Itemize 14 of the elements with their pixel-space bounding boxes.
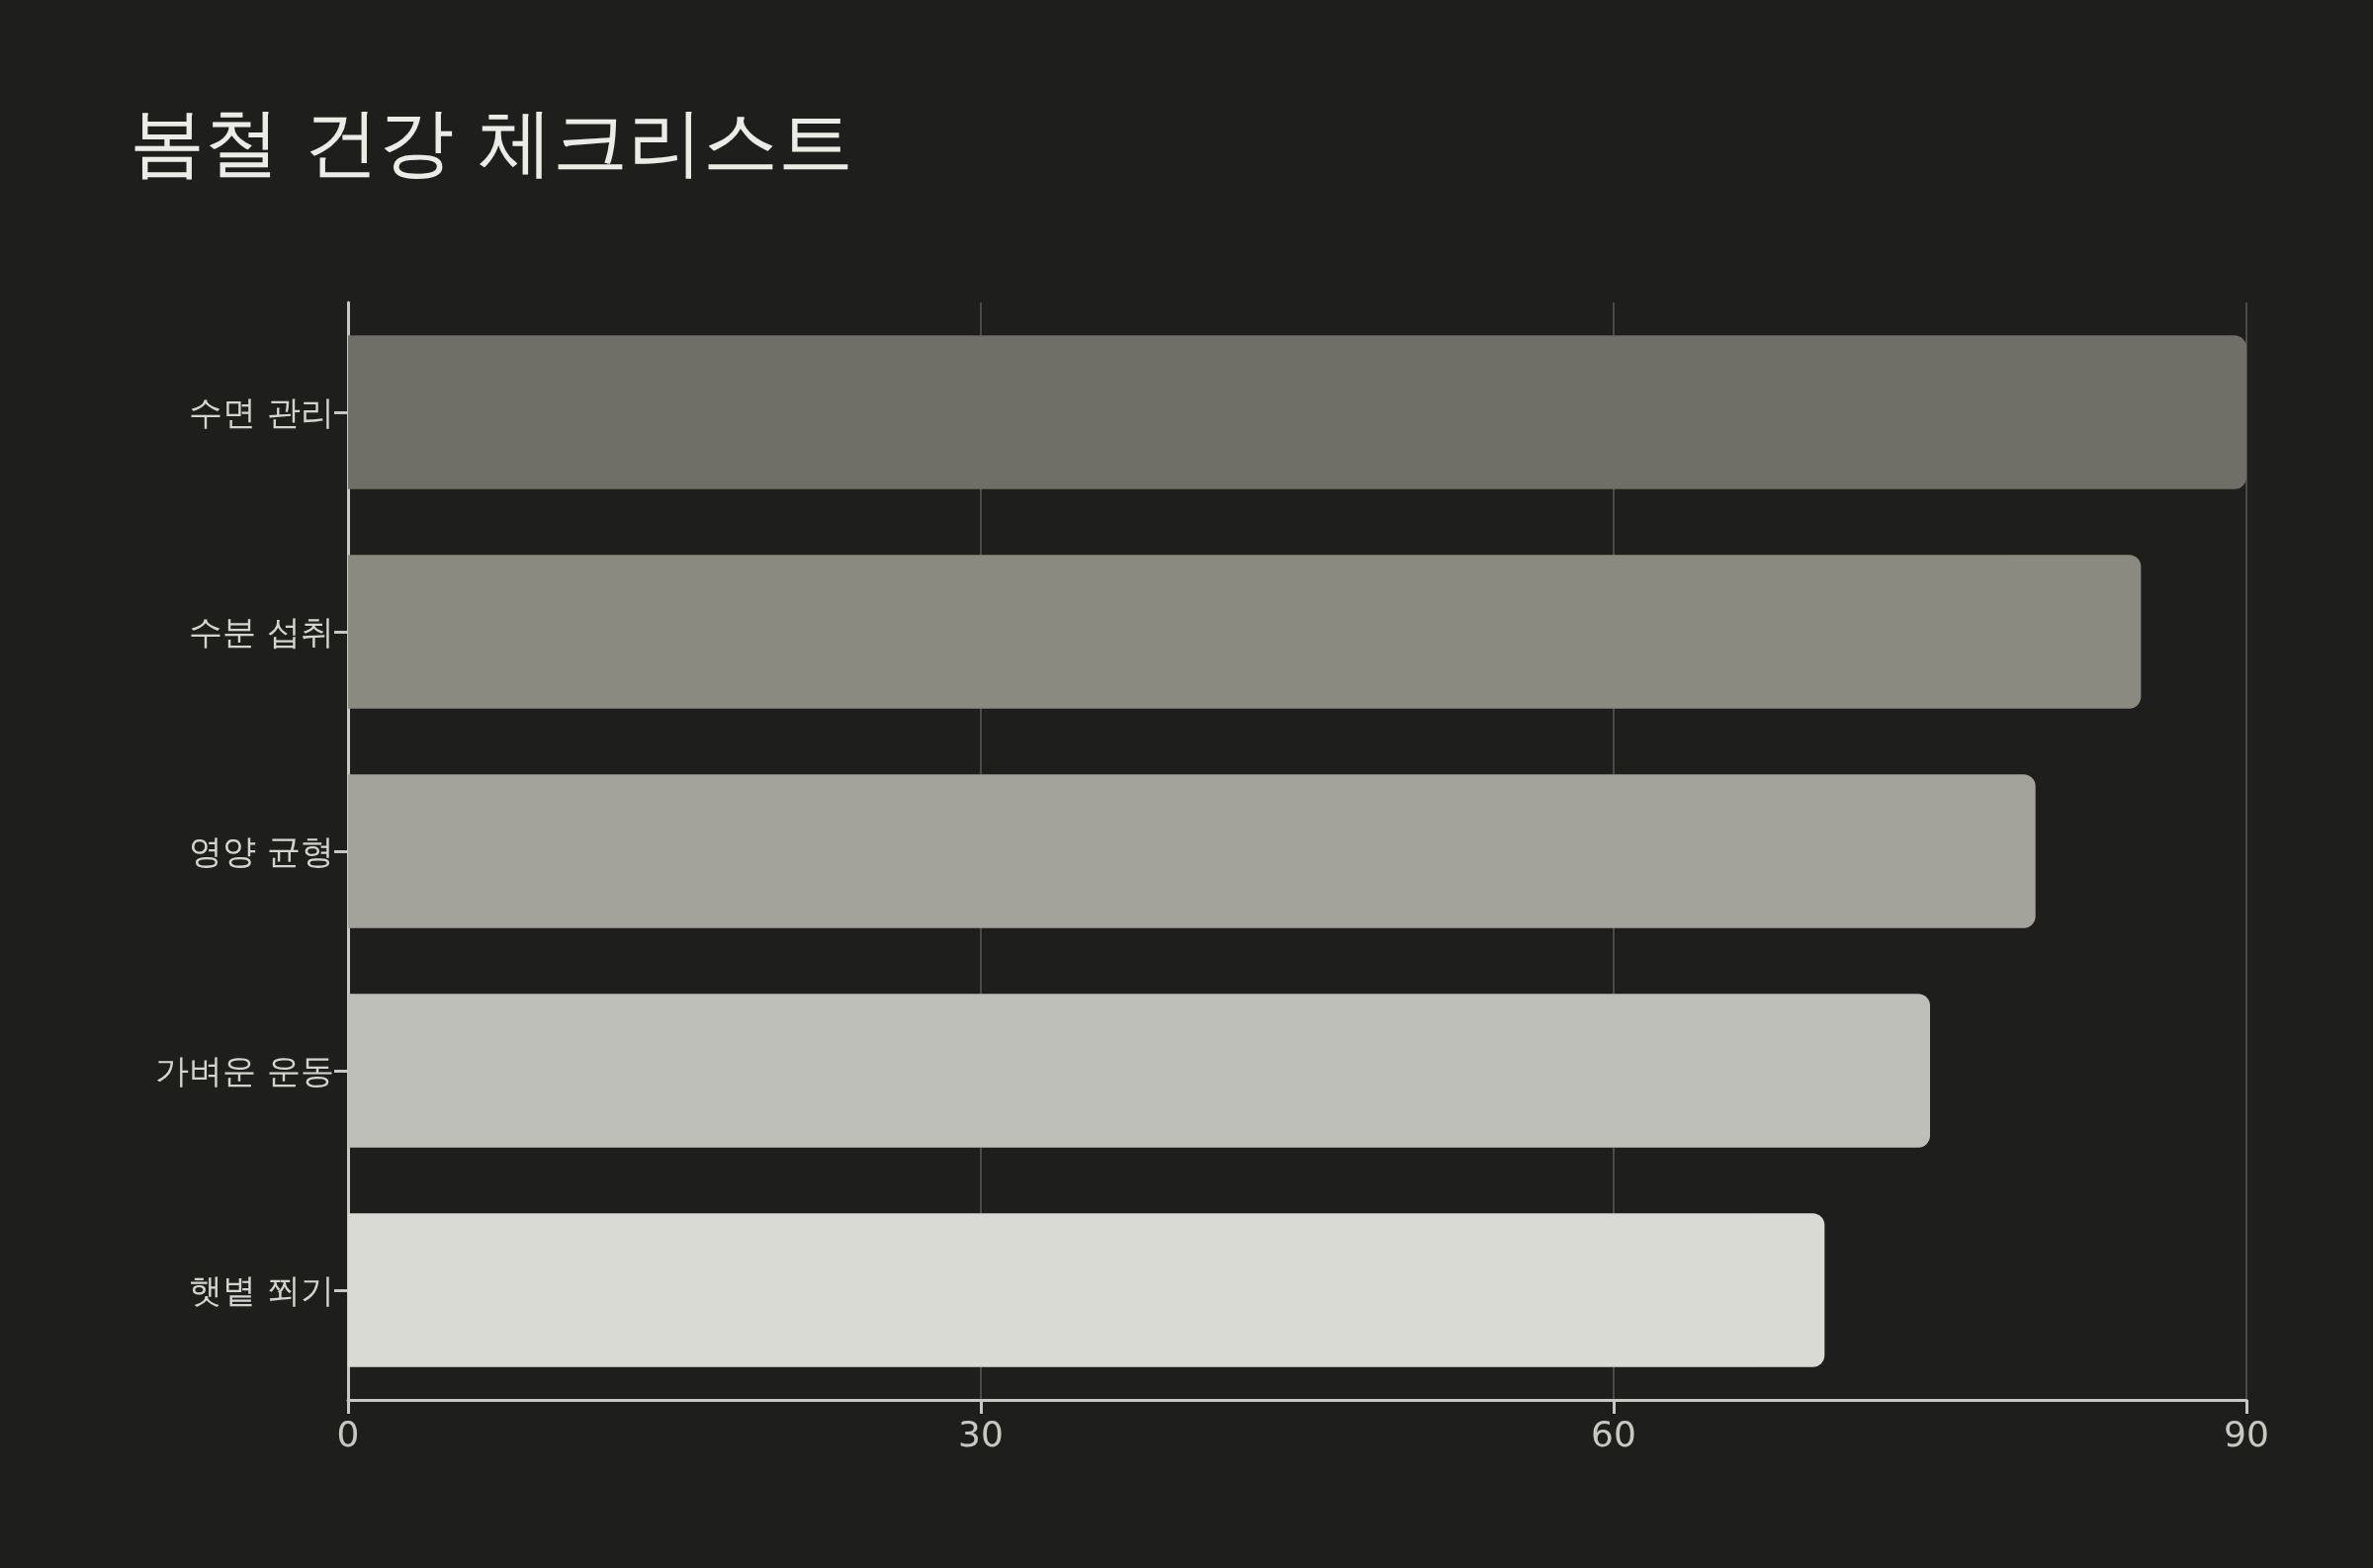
bar [348, 1213, 1825, 1367]
y-tick-label: 수면 관리 [189, 392, 334, 432]
bar [348, 774, 2036, 928]
x-tick-label: 90 [2224, 1413, 2269, 1454]
y-tick-label: 수분 섭취 [189, 612, 334, 652]
y-tick-label: 영양 균형 [189, 831, 334, 871]
chart-title: 봄철 건강 체크리스트 [130, 97, 854, 186]
x-tick-label: 30 [958, 1413, 1004, 1454]
x-tick-label: 60 [1591, 1413, 1636, 1454]
y-tick-label: 가벼운 운동 [155, 1051, 334, 1090]
bar [348, 555, 2142, 709]
bar [348, 335, 2246, 489]
x-tick-label: 0 [336, 1413, 360, 1454]
y-tick-label: 햇볕 쬐기 [189, 1270, 334, 1310]
